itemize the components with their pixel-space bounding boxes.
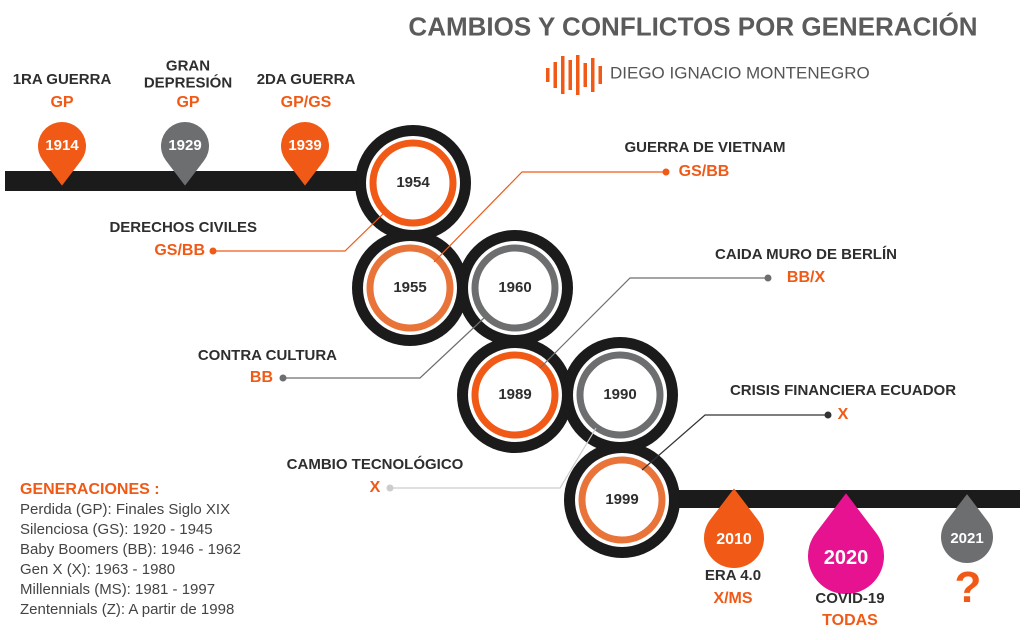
year-label: 1929 bbox=[168, 136, 202, 154]
logo-bar bbox=[598, 66, 602, 84]
title: CAMBIOS Y CONFLICTOS POR GENERACIÓN bbox=[408, 11, 978, 42]
event-label: CAIDA MURO DE BERLÍN bbox=[715, 245, 897, 263]
legend-item: Zentennials (Z): A partir de 1998 bbox=[20, 600, 235, 618]
leader-line bbox=[390, 427, 597, 489]
event-label: DERECHOS CIVILES bbox=[109, 218, 257, 236]
logo-bar bbox=[553, 62, 557, 88]
legend-item: Baby Boomers (BB): 1946 - 1962 bbox=[20, 540, 241, 558]
year-label: 2020 bbox=[823, 547, 869, 569]
author: DIEGO IGNACIO MONTENEGRO bbox=[610, 63, 870, 83]
year-label: 1990 bbox=[603, 385, 637, 403]
logo-bar bbox=[546, 68, 550, 82]
year-label: 1954 bbox=[396, 173, 430, 191]
year-label: 1999 bbox=[605, 490, 639, 508]
pin bbox=[38, 122, 86, 186]
legend-item: Silenciosa (GS): 1920 - 1945 bbox=[20, 520, 213, 538]
year-label: 1955 bbox=[393, 278, 427, 296]
generation-label: GS/BB bbox=[154, 242, 205, 260]
leader-dot bbox=[824, 411, 832, 419]
logo-bar bbox=[568, 60, 572, 90]
legend-item: Gen X (X): 1963 - 1980 bbox=[20, 560, 176, 578]
drop bbox=[704, 488, 764, 568]
leader-dot bbox=[764, 274, 772, 282]
road bbox=[615, 490, 1020, 508]
year-ring bbox=[471, 351, 559, 439]
leader-line bbox=[641, 414, 828, 471]
drop bbox=[807, 493, 884, 594]
pin bbox=[161, 121, 209, 186]
leader-line bbox=[213, 211, 386, 252]
leader-line bbox=[283, 317, 485, 379]
event-label: ERA 4.0 bbox=[704, 566, 762, 584]
legend-title: GENERACIONES : bbox=[20, 481, 160, 499]
leader-line bbox=[433, 171, 666, 263]
generation-label: TODAS bbox=[822, 612, 878, 630]
logo-bar bbox=[583, 63, 587, 87]
legend-item: Perdida (GP): Finales Siglo XIX bbox=[20, 500, 231, 518]
drop bbox=[941, 494, 994, 564]
generation-label: ? bbox=[954, 562, 982, 612]
leader-dot bbox=[209, 247, 217, 255]
year-ring bbox=[576, 351, 664, 439]
leader-dot bbox=[386, 484, 394, 492]
year-label: 2021 bbox=[950, 529, 984, 547]
generation-label: X bbox=[837, 406, 849, 424]
generation-label: X/MS bbox=[713, 590, 753, 608]
year-label: 1939 bbox=[288, 136, 322, 154]
generation-label: GP bbox=[176, 94, 200, 112]
generation-label: BB bbox=[249, 369, 273, 387]
logo-bar bbox=[576, 55, 580, 95]
generation-label: BB/X bbox=[786, 269, 826, 287]
year-ring bbox=[366, 244, 454, 332]
logo-bar bbox=[561, 56, 565, 94]
event-label: COVID-19 bbox=[815, 589, 885, 607]
leader-dot bbox=[279, 374, 287, 382]
generation-label: X bbox=[369, 479, 381, 497]
year-label: 1989 bbox=[498, 385, 532, 403]
generation-label: GS/BB bbox=[678, 163, 730, 181]
year-label: 2010 bbox=[716, 531, 752, 549]
legend-item: Millennials (MS): 1981 - 1997 bbox=[20, 580, 216, 598]
logo-bar bbox=[591, 58, 595, 92]
event-label: CONTRA CULTURA bbox=[197, 346, 337, 364]
pin bbox=[281, 122, 329, 186]
leader-dot bbox=[662, 168, 670, 176]
year-label: 1960 bbox=[498, 278, 532, 296]
year-label: 1914 bbox=[45, 136, 79, 154]
leader-line bbox=[539, 277, 768, 369]
event-label: GRAN DEPRESIÓN bbox=[143, 57, 233, 91]
event-label: CAMBIO TECNOLÓGICO bbox=[286, 455, 464, 473]
generation-label: GP bbox=[50, 94, 74, 112]
event-label: GUERRA DE VIETNAM bbox=[624, 138, 786, 156]
event-label: 1RA GUERRA bbox=[12, 70, 112, 88]
event-label: 2DA GUERRA bbox=[256, 70, 356, 88]
generation-label: GP/GS bbox=[280, 94, 332, 112]
year-ring bbox=[369, 139, 457, 227]
event-label: CRISIS FINANCIERA ECUADOR bbox=[729, 381, 957, 399]
year-ring bbox=[471, 244, 559, 332]
year-ring bbox=[578, 456, 666, 544]
